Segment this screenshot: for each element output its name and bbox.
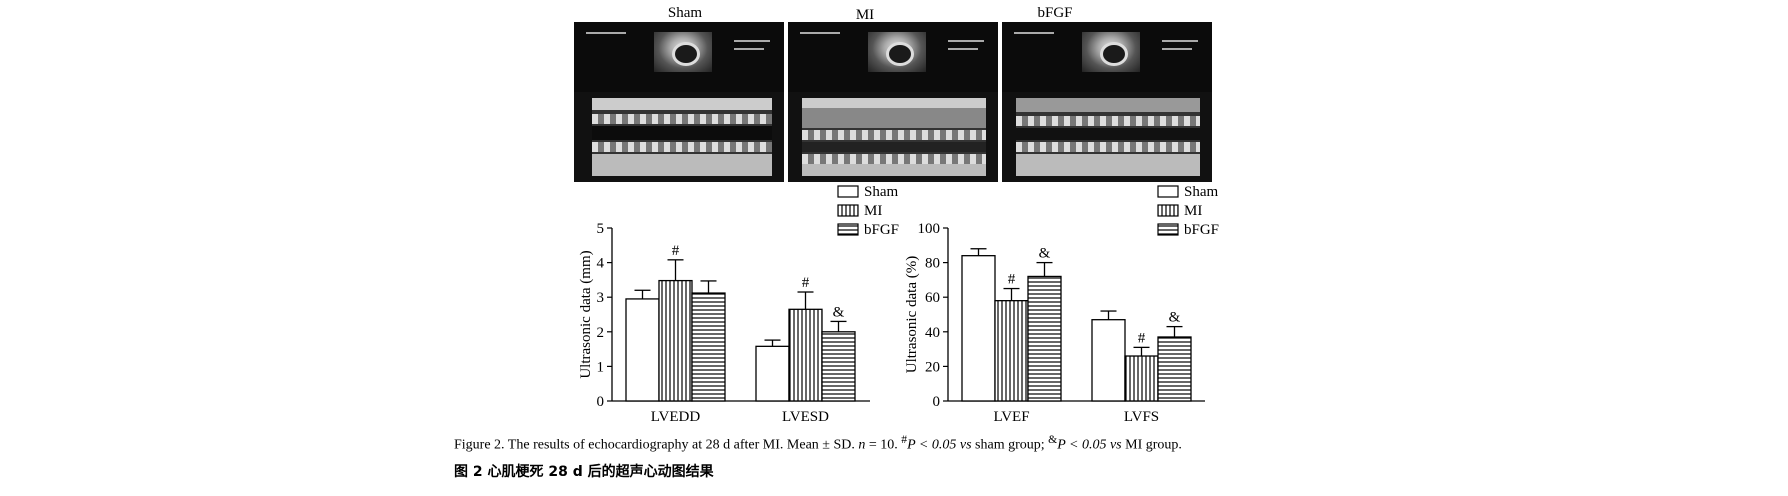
figure-caption: Figure 2. The results of echocardiograph… [454, 433, 1182, 453]
echo-image-mi [788, 22, 998, 182]
y-axis-title: Ultrasonic data (mm) [578, 250, 594, 378]
y-axis-title: Ultrasonic data (%) [904, 256, 920, 373]
bar-lvfs-sham [1091, 319, 1126, 402]
y-tick-label: 40 [925, 325, 940, 341]
echo-image-sham [574, 22, 784, 182]
x-category-label: LVEF [993, 409, 1029, 425]
y-tick-label: 100 [918, 221, 941, 237]
legend-swatch-sham [1157, 185, 1179, 198]
legend-label-sham: Sham [864, 184, 899, 200]
y-tick-label: 2 [597, 325, 605, 341]
bar-lvesd-sham [755, 345, 790, 402]
y-tick-label: 5 [597, 221, 605, 237]
legend-swatch-sham [837, 185, 859, 198]
significance-mark: & [1039, 246, 1051, 262]
legend-swatch-mi [1157, 204, 1179, 217]
x-category-label: LVFS [1124, 409, 1159, 425]
y-tick-label: 1 [597, 359, 605, 375]
legend-swatch-bfgf [837, 223, 859, 236]
significance-mark: & [833, 304, 845, 320]
panel-label-bfgf: bFGF [1037, 5, 1073, 21]
y-tick-label: 60 [925, 290, 940, 306]
x-category-label: LVEDD [651, 409, 701, 425]
y-tick-label: 20 [925, 359, 940, 375]
legend-label-bfgf: bFGF [1184, 222, 1219, 238]
significance-mark: # [1138, 330, 1146, 346]
legend-label-sham: Sham [1184, 184, 1219, 200]
x-category-label: LVESD [782, 409, 829, 425]
bar-lvedd-mi [658, 279, 693, 402]
bar-lvef-bfgf [1027, 275, 1062, 402]
panel-label-mi: MI [855, 7, 875, 23]
significance-mark: # [802, 275, 810, 291]
legend-swatch-mi [837, 204, 859, 217]
significance-mark: # [672, 243, 680, 259]
legend-label-mi: MI [1184, 203, 1202, 219]
y-tick-label: 0 [933, 394, 941, 410]
bar-lvedd-bfgf [691, 292, 726, 402]
y-tick-label: 0 [597, 394, 605, 410]
y-tick-label: 80 [925, 256, 940, 272]
bar-lvesd-bfgf [821, 331, 856, 402]
legend-label-mi: MI [864, 203, 882, 219]
bar-lvedd-sham [625, 298, 660, 402]
bar-lvfs-mi [1124, 355, 1159, 402]
echo-image-bfgf [1002, 22, 1212, 182]
legend-label-bfgf: bFGF [864, 222, 899, 238]
significance-mark: # [1008, 272, 1016, 288]
panel-label-sham: Sham [667, 5, 703, 21]
legend-swatch-bfgf [1157, 223, 1179, 236]
bar-lvef-sham [961, 255, 996, 402]
bar-lvesd-mi [788, 308, 823, 402]
bar-lvef-mi [994, 300, 1029, 402]
significance-mark: & [1169, 310, 1181, 326]
figure-caption-chinese: 图 2 心肌梗死 28 d 后的超声心动图结果 [454, 464, 714, 480]
y-tick-label: 3 [597, 290, 605, 306]
bar-lvfs-bfgf [1157, 336, 1192, 402]
y-tick-label: 4 [597, 256, 605, 272]
